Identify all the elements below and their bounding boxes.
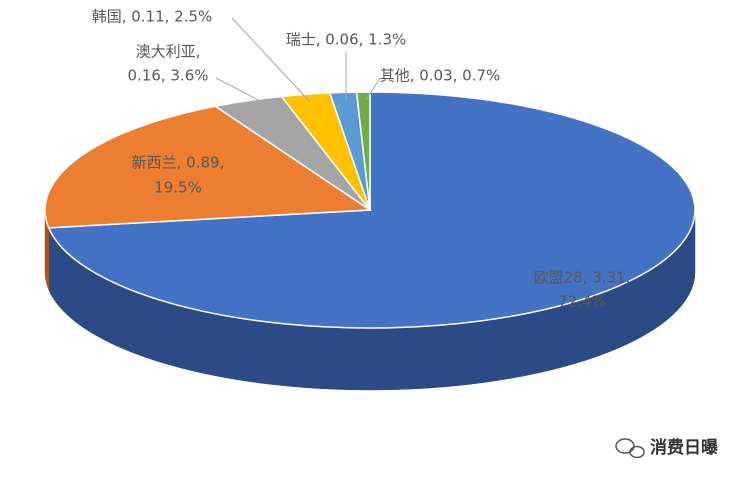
slice [44,105,373,229]
data-label: 新西兰, 0.89, [132,154,225,172]
data-label: 19.5% [154,179,202,197]
data-label: 澳大利亚, [136,43,201,61]
data-label: 韩国, 0.11, 2.5% [92,8,213,26]
leader-line [231,17,311,103]
data-label: 瑞士, 0.06, 1.3% [286,31,407,49]
watermark-icon [615,438,645,459]
data-label: 72.4% [558,293,606,311]
data-label: 欧盟28, 3.31, [534,269,631,287]
leader-line [365,77,381,101]
watermark: 消费日曝 [650,437,718,458]
leader-line [215,77,263,103]
data-label: 0.16, 3.6% [127,67,208,85]
slice [355,91,371,211]
slice [47,91,696,329]
data-label: 其他, 0.03, 0.7% [380,67,501,85]
